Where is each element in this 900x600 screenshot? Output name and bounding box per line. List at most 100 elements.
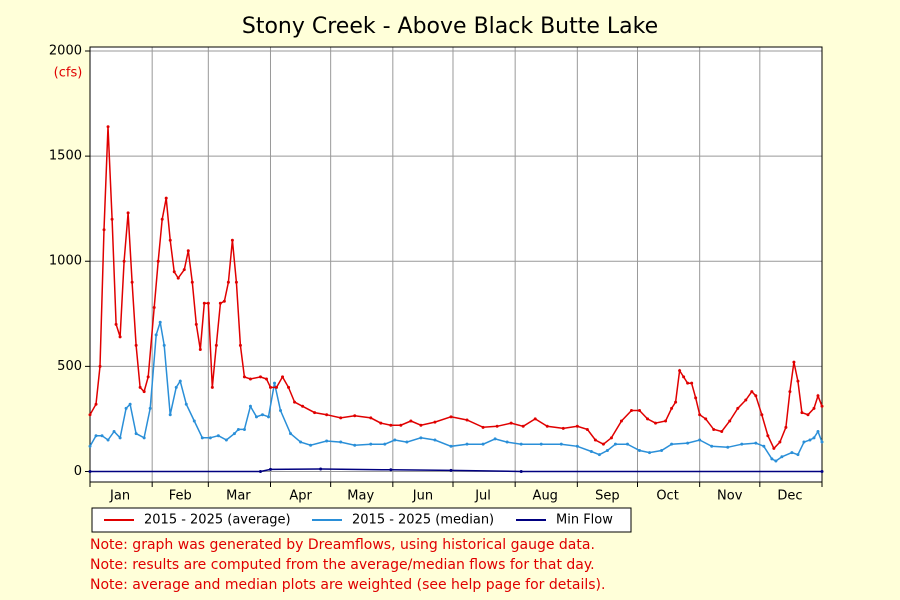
point: [449, 444, 453, 448]
point: [712, 427, 716, 431]
point: [182, 268, 186, 272]
point: [575, 444, 579, 448]
point: [766, 434, 770, 438]
legend-label: Min Flow: [556, 513, 613, 528]
point: [670, 442, 674, 446]
y-tick-label: 2000: [49, 44, 82, 59]
point: [760, 413, 764, 417]
point: [236, 427, 240, 431]
point: [98, 364, 102, 368]
point: [654, 421, 658, 425]
x-tick-label: Dec: [777, 489, 802, 504]
x-tick-label: Oct: [656, 489, 678, 504]
point: [114, 322, 118, 326]
point: [248, 377, 252, 381]
point: [94, 434, 98, 438]
series-line: [90, 468, 822, 473]
point: [184, 402, 188, 406]
point: [609, 436, 613, 440]
x-tick-label: Feb: [169, 489, 192, 504]
point: [393, 438, 397, 442]
point: [218, 301, 222, 305]
point: [194, 322, 198, 326]
point: [812, 436, 816, 440]
point: [433, 438, 437, 442]
point: [248, 404, 252, 408]
point: [268, 385, 272, 389]
point: [750, 390, 754, 394]
point: [660, 448, 664, 452]
point: [106, 438, 110, 442]
point: [613, 442, 617, 446]
point: [601, 442, 605, 446]
point: [156, 259, 160, 263]
point: [509, 421, 513, 425]
point: [816, 394, 820, 398]
point: [433, 420, 437, 424]
point: [686, 441, 690, 445]
point: [118, 335, 122, 339]
point: [686, 381, 690, 385]
point: [94, 402, 98, 406]
point: [720, 430, 724, 434]
point: [118, 436, 122, 440]
point: [301, 404, 305, 408]
point: [481, 425, 485, 429]
point: [287, 385, 291, 389]
point: [178, 379, 182, 383]
point: [216, 434, 220, 438]
legend-label: 2015 - 2025 (average): [144, 513, 291, 528]
point: [796, 379, 800, 383]
point: [176, 276, 180, 280]
point: [122, 259, 126, 263]
point: [158, 320, 162, 324]
point: [638, 448, 642, 452]
point: [230, 238, 234, 242]
point: [339, 440, 343, 444]
point: [593, 438, 597, 442]
point: [289, 432, 293, 436]
point: [589, 450, 593, 454]
point: [533, 417, 537, 421]
point: [238, 343, 242, 347]
point: [168, 238, 172, 242]
point: [762, 444, 766, 448]
point: [88, 413, 92, 417]
point: [210, 385, 214, 389]
point: [784, 425, 788, 429]
point: [313, 411, 317, 415]
point: [674, 400, 678, 404]
point: [772, 446, 776, 450]
point: [214, 343, 218, 347]
point: [505, 440, 509, 444]
point: [419, 423, 423, 427]
x-tick-label: Aug: [533, 489, 558, 504]
point: [112, 430, 116, 434]
point: [710, 444, 714, 448]
point: [792, 360, 796, 364]
point: [142, 390, 146, 394]
point: [264, 377, 268, 381]
point: [670, 406, 674, 410]
point: [521, 424, 525, 428]
point: [449, 468, 453, 472]
point: [200, 436, 204, 440]
point: [802, 440, 806, 444]
y-tick-label: 1000: [49, 254, 82, 269]
point: [605, 448, 609, 452]
point: [495, 424, 499, 428]
point: [268, 467, 272, 471]
point: [202, 301, 206, 305]
point: [128, 402, 132, 406]
point: [619, 419, 623, 423]
point: [379, 421, 383, 425]
x-tick-label: Jul: [474, 489, 491, 504]
point: [88, 444, 92, 448]
y-tick-label: 0: [74, 464, 82, 479]
point: [383, 442, 387, 446]
point: [353, 443, 357, 447]
point: [174, 385, 178, 389]
point: [134, 432, 138, 436]
point: [788, 390, 792, 394]
point: [126, 211, 130, 215]
